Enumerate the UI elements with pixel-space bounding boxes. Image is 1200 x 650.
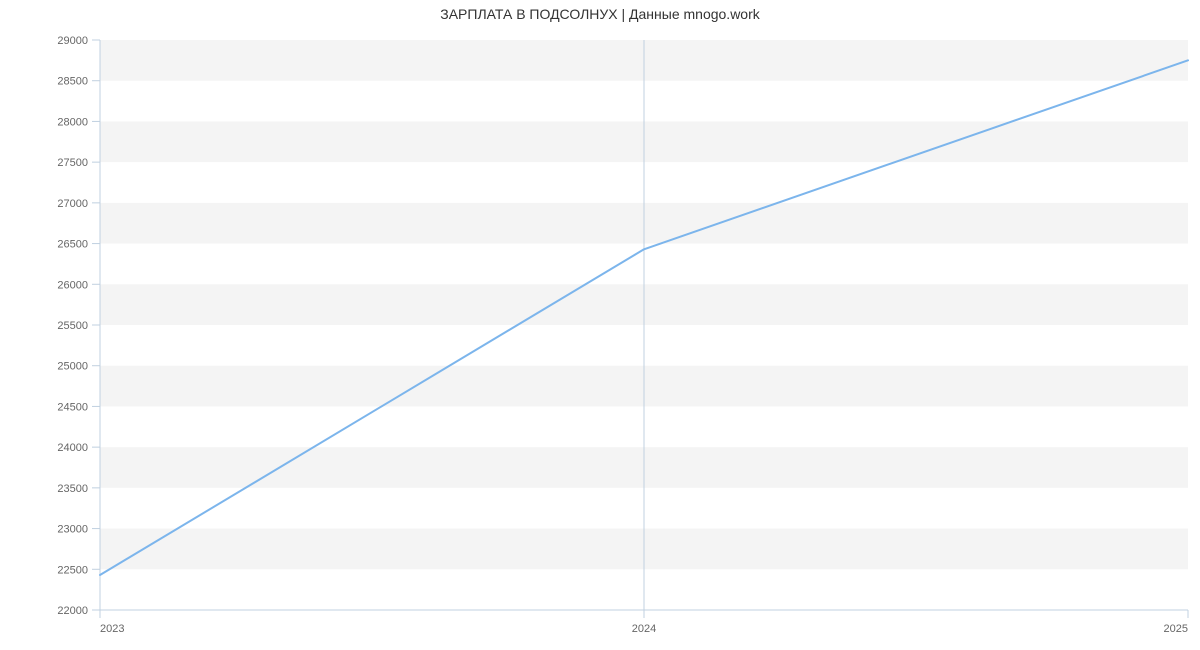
y-tick-label: 22000 [57,605,88,617]
y-tick-label: 26500 [57,239,88,251]
y-tick-label: 26000 [57,279,88,291]
y-tick-label: 24000 [57,442,88,454]
salary-line-chart: ЗАРПЛАТА В ПОДСОЛНУХ | Данные mnogo.work… [0,0,1200,650]
y-tick-label: 23500 [57,483,88,495]
y-tick-label: 27000 [57,198,88,210]
y-tick-label: 28500 [57,76,88,88]
y-tick-label: 28000 [57,116,88,128]
chart-svg: 22000 22500 23000 23500 24000 24500 25000 25500… [0,0,1200,650]
x-tick-label: 2025 [1164,623,1188,635]
y-tick-label: 27500 [57,157,88,169]
x-tick-label: 2023 [100,623,124,635]
y-tick-label: 24500 [57,401,88,413]
y-tick-label: 23000 [57,524,88,536]
y-tick-label: 25000 [57,361,88,373]
y-tick-label: 25500 [57,320,88,332]
y-tick-label: 22500 [57,564,88,576]
x-tick-label: 2024 [632,623,656,635]
y-tick-label: 29000 [57,35,88,47]
